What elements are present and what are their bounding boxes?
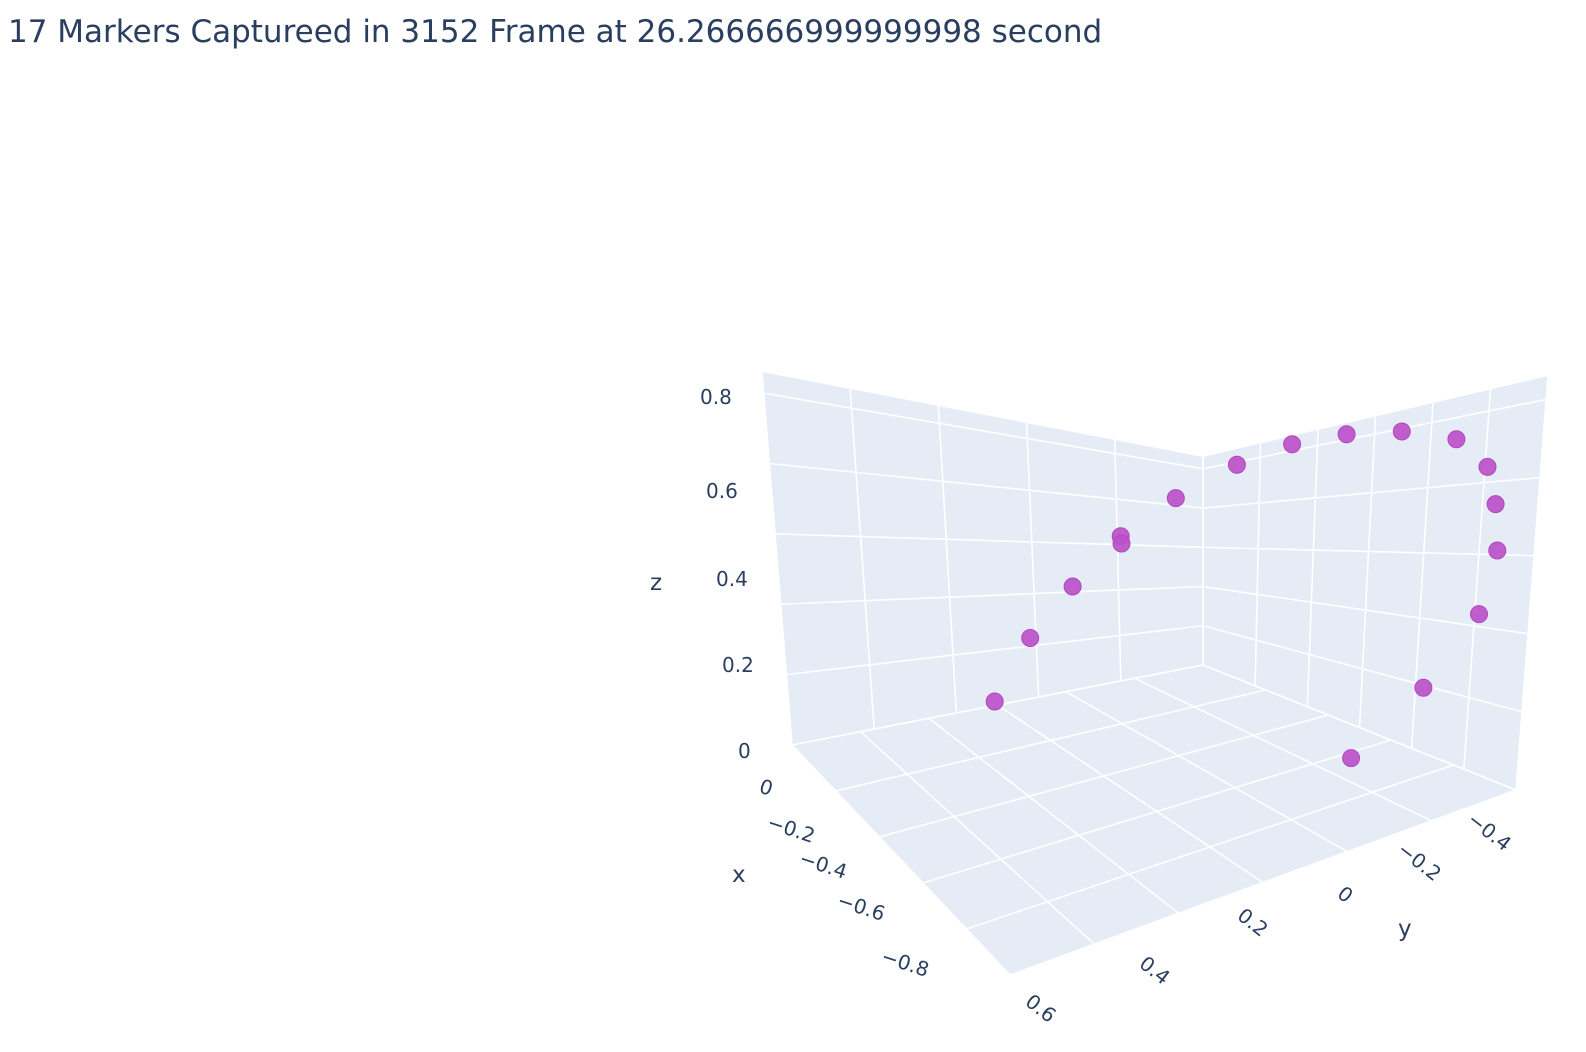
floor-gridline (878, 714, 1329, 838)
floor-gridline (1202, 664, 1517, 791)
floor-gridline (835, 689, 1266, 792)
x-gridline (761, 371, 793, 746)
x-gridline (937, 405, 958, 714)
y-gridline (1463, 389, 1492, 770)
y-axis-title: y (1398, 916, 1412, 942)
marker-point[interactable] (1063, 577, 1082, 596)
chart-title: 17 Markers Captureed in 3152 Frame at 26… (8, 14, 1103, 50)
marker-point[interactable] (1486, 495, 1505, 514)
marker-point[interactable] (1414, 678, 1433, 697)
x-gridline (1025, 422, 1040, 698)
y-tick-label: 0.2 (1233, 903, 1273, 941)
pane-floor (792, 665, 1516, 975)
x-tick-label: −0.6 (834, 888, 888, 926)
z-tick-label: 0.8 (700, 385, 732, 409)
floor-gridline (791, 744, 1011, 976)
pane-back-left (762, 372, 1203, 745)
floor-gridline (1065, 690, 1348, 853)
marker-point[interactable] (1478, 457, 1497, 476)
y-tick-label: 0.4 (1135, 951, 1175, 989)
y-tick-label: −0.4 (1463, 807, 1516, 856)
x-gridline (1114, 439, 1122, 682)
floor-gridline (922, 739, 1392, 884)
z-tick-label: 0 (738, 739, 751, 763)
marker-point[interactable] (985, 692, 1004, 711)
marker-point[interactable] (1488, 541, 1507, 560)
y-gridline (1515, 375, 1549, 791)
marker-point[interactable] (1166, 489, 1185, 508)
z-tick-label: 0.2 (722, 653, 754, 677)
y-gridline (1306, 429, 1319, 707)
marker-point[interactable] (1227, 455, 1246, 474)
floor-gridline (966, 764, 1454, 930)
scene-panes (762, 372, 1548, 975)
marker-series[interactable] (985, 422, 1507, 768)
z-tick-label: 0.6 (706, 479, 738, 503)
y-gridline (1254, 443, 1262, 686)
y-tick-label: −0.2 (1393, 837, 1446, 886)
floor-gridline (1134, 677, 1433, 822)
x-tick-label: −0.2 (764, 810, 818, 848)
y-tick-label: 0 (1333, 881, 1358, 908)
y-gridline (1358, 416, 1377, 728)
x-tick-label: 0 (756, 774, 776, 801)
marker-point[interactable] (1337, 425, 1356, 444)
marker-point[interactable] (1021, 629, 1040, 647)
x-tick-label: −0.4 (796, 846, 850, 884)
x-gridline (849, 388, 875, 730)
marker-point[interactable] (1342, 749, 1361, 768)
x-axis-title: x (732, 862, 746, 888)
floor-gridline (997, 704, 1264, 884)
marker-point[interactable] (1392, 422, 1411, 441)
floor-gridline (928, 717, 1180, 914)
y-tick-label: 0.6 (1021, 989, 1061, 1027)
x-tick-label: −0.8 (878, 944, 932, 982)
marker-point[interactable] (1112, 534, 1131, 553)
pane-back-right (1203, 376, 1548, 790)
floor-gridline (1009, 789, 1517, 976)
marker-point[interactable] (1447, 430, 1466, 449)
z-axis-title: z (650, 570, 662, 596)
floor-gridline (859, 731, 1095, 945)
marker-point[interactable] (1283, 435, 1302, 454)
marker-point[interactable] (1470, 605, 1488, 624)
z-tick-label: 0.4 (716, 567, 748, 591)
